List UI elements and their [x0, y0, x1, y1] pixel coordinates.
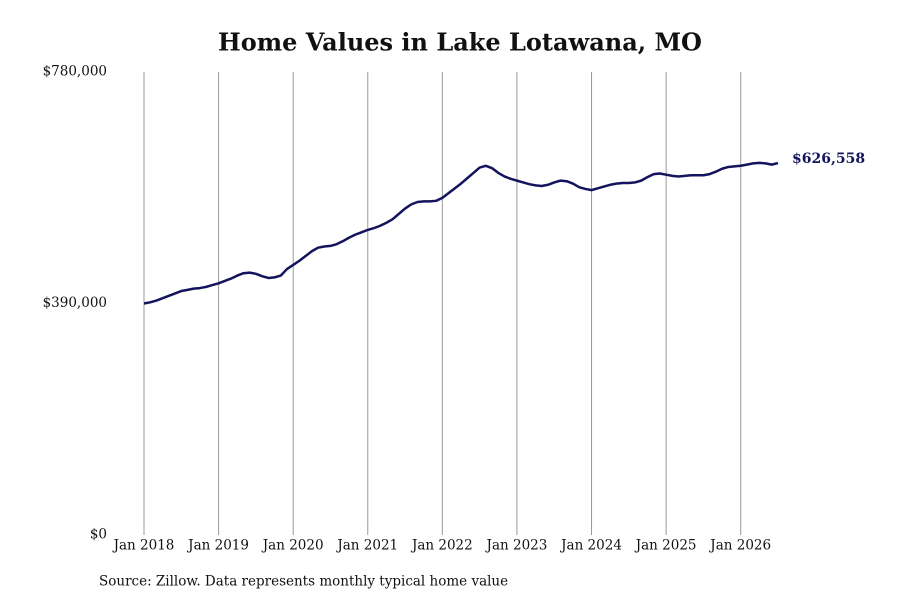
- x-tick-label: Jan 2025: [634, 538, 697, 554]
- data-label: $626,558: [792, 151, 865, 167]
- x-tick-label: Jan 2026: [708, 538, 771, 554]
- y-tick-label: $0: [90, 527, 107, 543]
- y-tick-label: $390,000: [43, 295, 107, 311]
- chart-title: Home Values in Lake Lotawana, MO: [218, 28, 702, 57]
- source-note: Source: Zillow. Data represents monthly …: [99, 574, 508, 590]
- x-tick-label: Jan 2022: [410, 538, 473, 554]
- x-tick-label: Jan 2019: [186, 538, 249, 554]
- x-tick-label: Jan 2018: [112, 538, 175, 554]
- x-tick-label: Jan 2020: [261, 538, 324, 554]
- x-tick-label: Jan 2021: [335, 538, 398, 554]
- x-tick-label: Jan 2023: [485, 538, 548, 554]
- x-tick-label: Jan 2024: [559, 538, 622, 554]
- y-tick-label: $780,000: [43, 64, 107, 80]
- line: [143, 161, 779, 305]
